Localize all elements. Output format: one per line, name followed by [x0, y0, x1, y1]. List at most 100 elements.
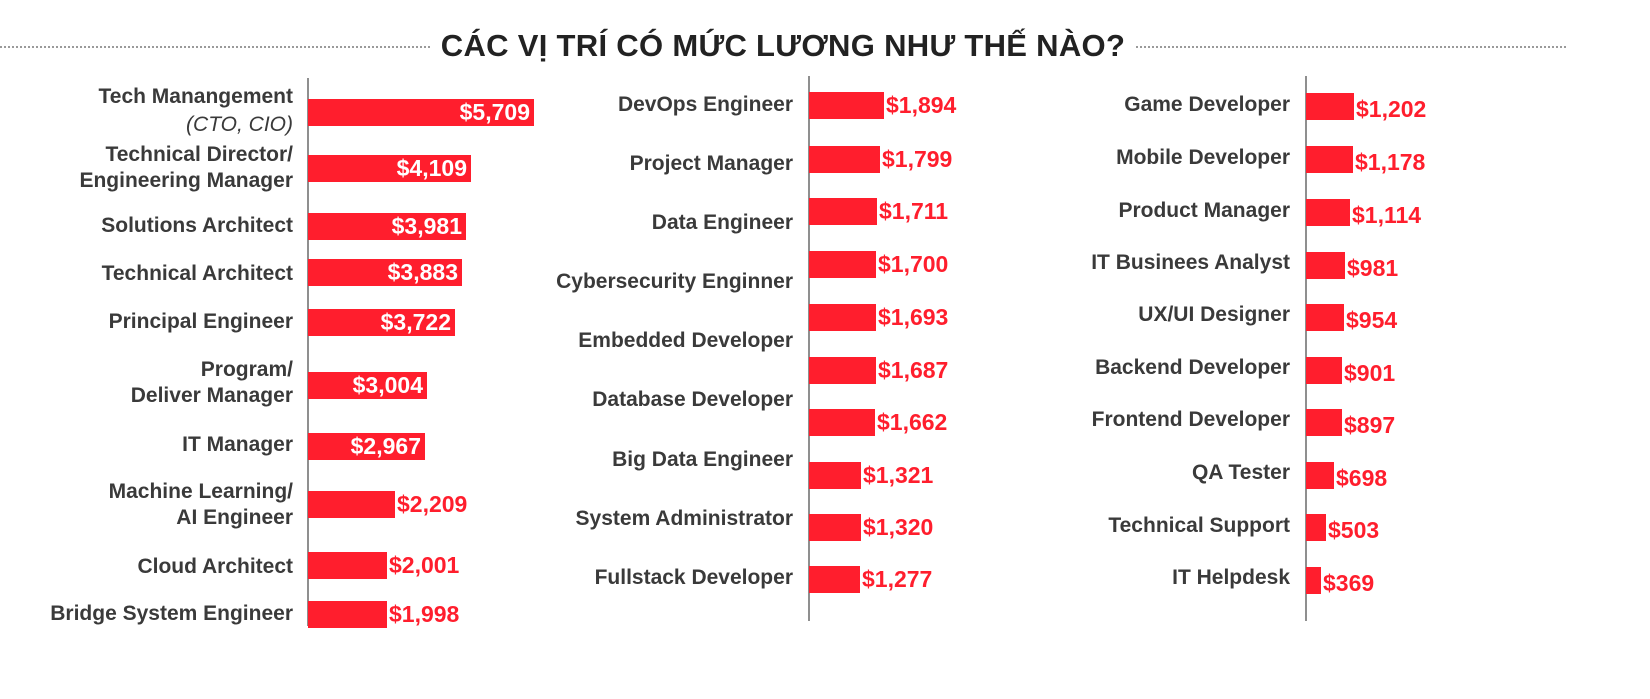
- bar: [809, 357, 876, 384]
- bar: [308, 552, 387, 579]
- category-label-line: Deliver Manager: [130, 384, 293, 407]
- data-label: $1,320: [863, 514, 934, 540]
- data-label: $4,109: [396, 155, 467, 181]
- bar: [308, 259, 462, 286]
- chart-title: CÁC VỊ TRÍ CÓ MỨC LƯƠNG NHƯ THẾ NÀO?: [430, 28, 1136, 63]
- bar: [308, 491, 395, 518]
- category-label-line: Product Manager: [1118, 199, 1290, 222]
- data-label: $503: [1328, 517, 1380, 543]
- category-label-line: Solutions Architect: [101, 214, 293, 237]
- bar: [1306, 514, 1326, 541]
- bar: [1306, 93, 1354, 120]
- category-label-line: Big Data Engineer: [612, 448, 793, 471]
- data-label: $2,001: [389, 552, 460, 578]
- category-label: UX/UI Designer: [1138, 302, 1290, 328]
- category-label: IT Businees Analyst: [1091, 250, 1290, 276]
- category-label-line: Machine Learning/: [108, 480, 293, 503]
- category-label-line: Technical Architect: [101, 262, 293, 285]
- bar: [1306, 304, 1344, 331]
- bar: [308, 601, 387, 628]
- category-label: QA Tester: [1192, 460, 1290, 486]
- category-label: Technical Director/Engineering Manager: [79, 142, 293, 194]
- data-label: $1,700: [878, 251, 949, 277]
- category-label-line: Fullstack Developer: [594, 566, 793, 589]
- category-label-line: System Administrator: [575, 507, 793, 530]
- category-label: IT Helpdesk: [1172, 565, 1290, 591]
- data-label: $1,114: [1352, 202, 1422, 228]
- category-label-line: UX/UI Designer: [1138, 303, 1290, 326]
- category-label-line: Mobile Developer: [1116, 146, 1290, 169]
- category-label: Product Manager: [1118, 198, 1290, 224]
- bar: [809, 304, 876, 331]
- bar: [809, 92, 884, 119]
- data-label: $3,004: [352, 372, 423, 398]
- category-label-line: Technical Support: [1108, 514, 1290, 537]
- bar: [1306, 199, 1350, 226]
- category-label: Mobile Developer: [1116, 145, 1290, 171]
- category-label-line: Tech Manangement: [98, 85, 293, 108]
- category-label-line: Backend Developer: [1095, 356, 1290, 379]
- axis-line-panel-2: [808, 76, 810, 621]
- category-label-line: IT Businees Analyst: [1091, 251, 1290, 274]
- category-label: Embedded Developer: [578, 328, 793, 354]
- category-label: Machine Learning/AI Engineer: [109, 479, 293, 531]
- bar: [1306, 146, 1353, 173]
- axis-line-panel-3: [1305, 76, 1307, 621]
- category-label: Game Developer: [1124, 92, 1290, 118]
- category-label-line: Principal Engineer: [108, 310, 293, 333]
- category-label-line: Project Manager: [629, 152, 793, 175]
- bar: [1306, 357, 1342, 384]
- bar: [809, 198, 877, 225]
- category-label: Solutions Architect: [101, 213, 293, 239]
- category-label: Data Engineer: [652, 210, 793, 236]
- category-label-line: IT Manager: [182, 433, 293, 456]
- axis-line-panel-1: [307, 78, 309, 626]
- category-label-line: Database Developer: [592, 388, 793, 411]
- category-label: DevOps Engineer: [618, 92, 793, 118]
- data-label: $5,709: [459, 99, 530, 125]
- category-label: System Administrator: [576, 506, 793, 532]
- category-label-line: Game Developer: [1124, 93, 1290, 116]
- bar: [308, 433, 425, 460]
- bar: [1306, 409, 1342, 436]
- data-label: $1,799: [882, 146, 953, 172]
- data-label: $1,202: [1356, 96, 1427, 122]
- data-label: $1,321: [863, 462, 934, 488]
- category-label: Big Data Engineer: [612, 447, 793, 473]
- data-label: $1,693: [878, 304, 949, 330]
- bar: [308, 309, 455, 336]
- data-label: $954: [1346, 307, 1398, 333]
- category-label: Cybersecurity Enginner: [556, 269, 793, 295]
- category-label-line: Cloud Architect: [137, 555, 293, 578]
- category-label-line: DevOps Engineer: [617, 93, 793, 116]
- category-label-line: Bridge System Engineer: [50, 602, 293, 625]
- data-label: $3,883: [387, 259, 458, 285]
- category-label-line: AI Engineer: [176, 506, 293, 529]
- bar: [809, 251, 876, 278]
- category-label: Technical Architect: [102, 261, 293, 287]
- bar: [1306, 567, 1321, 594]
- category-label: Backend Developer: [1095, 355, 1290, 381]
- category-label-line: QA Tester: [1191, 461, 1290, 484]
- category-label-line: Technical Director/: [105, 143, 293, 166]
- bar: [308, 372, 427, 399]
- category-label: Program/Deliver Manager: [131, 357, 293, 409]
- category-sublabel: (CTO, CIO): [186, 113, 293, 136]
- category-label: Database Developer: [592, 387, 793, 413]
- data-label: $369: [1323, 570, 1375, 596]
- data-label: $981: [1347, 255, 1399, 281]
- category-label-line: Engineering Manager: [79, 169, 293, 192]
- data-label: $3,722: [380, 309, 451, 335]
- bar: [1306, 252, 1345, 279]
- bar: [809, 566, 860, 593]
- data-label: $2,967: [350, 433, 421, 459]
- data-label: $901: [1344, 360, 1396, 386]
- category-label: Fullstack Developer: [595, 565, 793, 591]
- bar: [308, 99, 534, 126]
- category-label: IT Manager: [182, 432, 293, 458]
- category-label: Technical Support: [1108, 513, 1290, 539]
- bar: [1306, 462, 1334, 489]
- bar: [809, 514, 861, 541]
- data-label: $897: [1344, 412, 1396, 438]
